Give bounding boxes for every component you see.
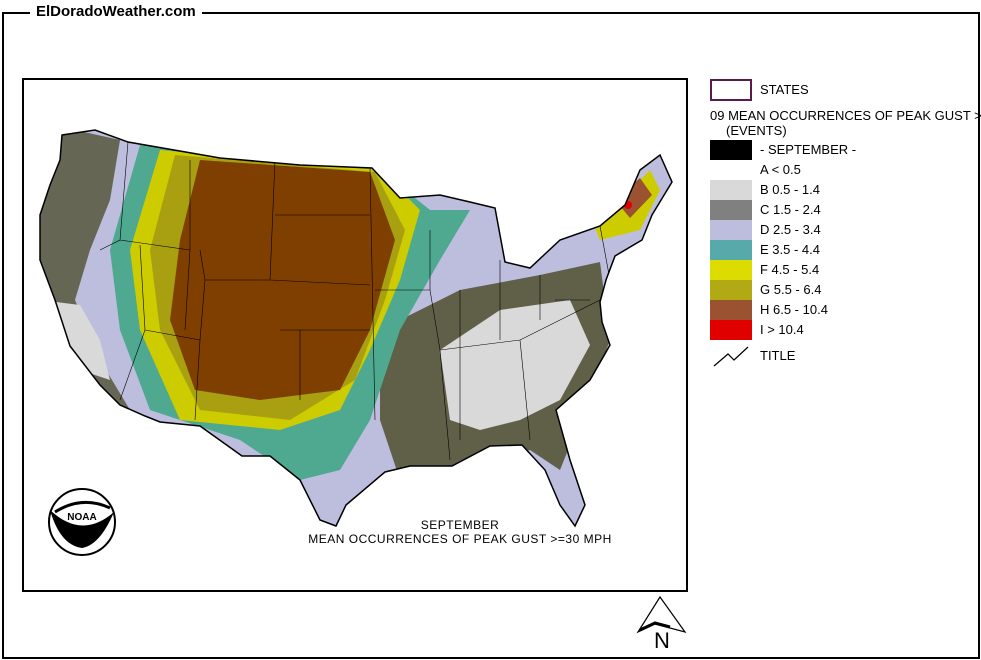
- title-line-icon: [713, 346, 749, 367]
- legend-swatch: [710, 160, 752, 180]
- legend-swatch: [710, 260, 752, 280]
- legend-swatch: [710, 280, 752, 300]
- zone-h-plains: [170, 160, 395, 400]
- month-swatch: [710, 140, 752, 160]
- map-caption: SEPTEMBER MEAN OCCURRENCES OF PEAK GUST …: [290, 518, 630, 546]
- legend-swatches: [710, 79, 752, 367]
- legend-class-label: A < 0.5: [760, 162, 801, 177]
- caption-month: SEPTEMBER: [420, 518, 500, 532]
- legend-swatch: [710, 300, 752, 320]
- map-box: [22, 78, 688, 592]
- zone-h-northeast: [615, 178, 652, 218]
- legend-swatch: [710, 320, 752, 340]
- north-arrow-icon: [636, 595, 687, 634]
- legend-swatch: [710, 240, 752, 260]
- noaa-logo: NOAA: [48, 488, 116, 556]
- states-swatch: [710, 79, 752, 101]
- zone-b-southeast: [440, 300, 590, 430]
- site-title: ElDoradoWeather.com: [30, 3, 202, 20]
- state-borders: [99, 141, 611, 461]
- legend-swatch: [710, 180, 752, 200]
- legend-class-label: G 5.5 - 6.4: [760, 282, 822, 297]
- legend-class-label: I > 10.4: [760, 322, 804, 337]
- svg-text:NOAA: NOAA: [67, 512, 96, 523]
- north-label: N: [654, 628, 670, 653]
- page-frame: [2, 12, 980, 659]
- legend-class-label: E 3.5 - 4.4: [760, 242, 820, 257]
- legend-class-label: D 2.5 - 3.4: [760, 222, 821, 237]
- legend-swatch: [710, 200, 752, 220]
- legend-class-label: F 4.5 - 5.4: [760, 262, 820, 277]
- legend-class-label: H 6.5 - 10.4: [760, 302, 828, 317]
- legend-class-label: B 0.5 - 1.4: [760, 182, 820, 197]
- legend-swatch: [710, 220, 752, 240]
- caption-title: MEAN OCCURRENCES OF PEAK GUST >=30 MPH: [308, 532, 612, 546]
- legend-class-label: C 1.5 - 2.4: [760, 202, 821, 217]
